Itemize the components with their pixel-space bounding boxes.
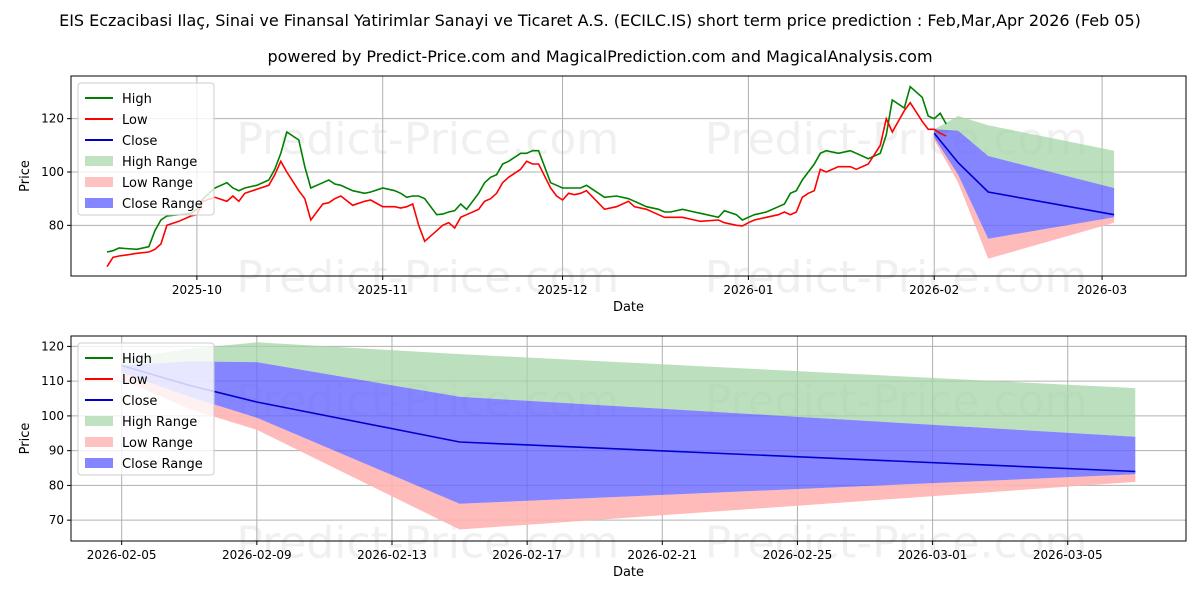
legend-close-label: Close <box>122 134 157 149</box>
legend-high-label: High <box>122 352 152 367</box>
y-tick-label: 120 <box>41 112 64 126</box>
watermark-text: Predict-Price.com <box>236 114 619 165</box>
x-tick-label: 2025-12 <box>537 283 587 297</box>
legend-low-label: Low <box>122 113 148 128</box>
legend-high-range-swatch <box>85 416 113 426</box>
plot-frame <box>70 75 1187 277</box>
y-axis-label: Price <box>18 423 33 455</box>
x-tick-label: 2026-02-05 <box>87 548 157 562</box>
watermark-text: Predict-Price.com <box>236 252 619 303</box>
high-price-line <box>106 85 947 253</box>
close-range-band <box>121 361 1136 504</box>
low-range-band <box>934 134 1115 259</box>
legend-high-range-label: High Range <box>122 415 197 430</box>
y-tick-label: 100 <box>41 409 64 423</box>
bottom-panel: Predict-Price.comPredict-Price.comPredic… <box>18 335 1187 580</box>
x-tick-label: 2026-02 <box>909 283 959 297</box>
legend-low-range-swatch <box>85 437 113 447</box>
y-tick-label: 80 <box>49 218 64 232</box>
watermark-text: Predict-Price.com <box>705 252 1088 303</box>
legend-high-range-swatch <box>85 156 113 166</box>
close-forecast-line <box>933 132 1115 216</box>
legend-close-range-label: Close Range <box>122 197 203 212</box>
x-tick-label: 2026-02-09 <box>222 548 292 562</box>
legend-low-label: Low <box>122 373 148 388</box>
y-axis-label: Price <box>18 160 33 192</box>
high-range-band <box>121 342 1136 437</box>
legend-close-range-label: Close Range <box>122 457 203 472</box>
legend-high-range-label: High Range <box>122 155 197 170</box>
legend-close-range-swatch <box>85 458 113 468</box>
high-range-band <box>934 116 1115 188</box>
x-tick-label: 2026-03-01 <box>898 548 968 562</box>
legend-high-label: High <box>122 92 152 107</box>
x-tick-label: 2026-01 <box>723 283 773 297</box>
y-tick-label: 70 <box>49 513 64 527</box>
watermark-text: Predict-Price.com <box>705 517 1088 568</box>
y-tick-label: 120 <box>41 339 64 353</box>
legend-low-range-label: Low Range <box>122 436 193 451</box>
y-tick-label: 110 <box>41 374 64 388</box>
legend-low-range-label: Low Range <box>122 176 193 191</box>
x-tick-label: 2026-03-05 <box>1033 548 1103 562</box>
legend-close-range-swatch <box>85 198 113 208</box>
chart-title-line2: powered by Predict-Price.com and Magical… <box>267 47 932 66</box>
plot-frame <box>70 335 1187 542</box>
low-price-line <box>106 101 947 268</box>
x-axis-label: Date <box>613 300 644 315</box>
x-tick-label: 2025-10 <box>172 283 222 297</box>
top-panel: Predict-Price.com Predict-Price.com Predic… <box>18 75 1187 315</box>
y-tick-label: 90 <box>49 444 64 458</box>
x-tick-label: 2026-03 <box>1077 283 1127 297</box>
x-tick-label: 2026-02-17 <box>492 548 562 562</box>
low-range-band <box>121 372 1136 530</box>
legend-close-label: Close <box>122 394 157 409</box>
y-tick-label: 80 <box>49 478 64 492</box>
legend-low-range-swatch <box>85 177 113 187</box>
x-tick-label: 2026-02-21 <box>627 548 697 562</box>
x-tick-label: 2026-02-13 <box>357 548 427 562</box>
chart-title-line1: EIS Eczacibasi Ilaç, Sinai ve Finansal Y… <box>59 11 1141 30</box>
close-range-band <box>934 129 1115 239</box>
x-tick-label: 2026-02-25 <box>763 548 833 562</box>
x-axis-label: Date <box>613 565 644 580</box>
x-tick-label: 2025-11 <box>358 283 408 297</box>
y-tick-label: 100 <box>41 165 64 179</box>
watermark-text: Predict-Price.com <box>236 517 619 568</box>
